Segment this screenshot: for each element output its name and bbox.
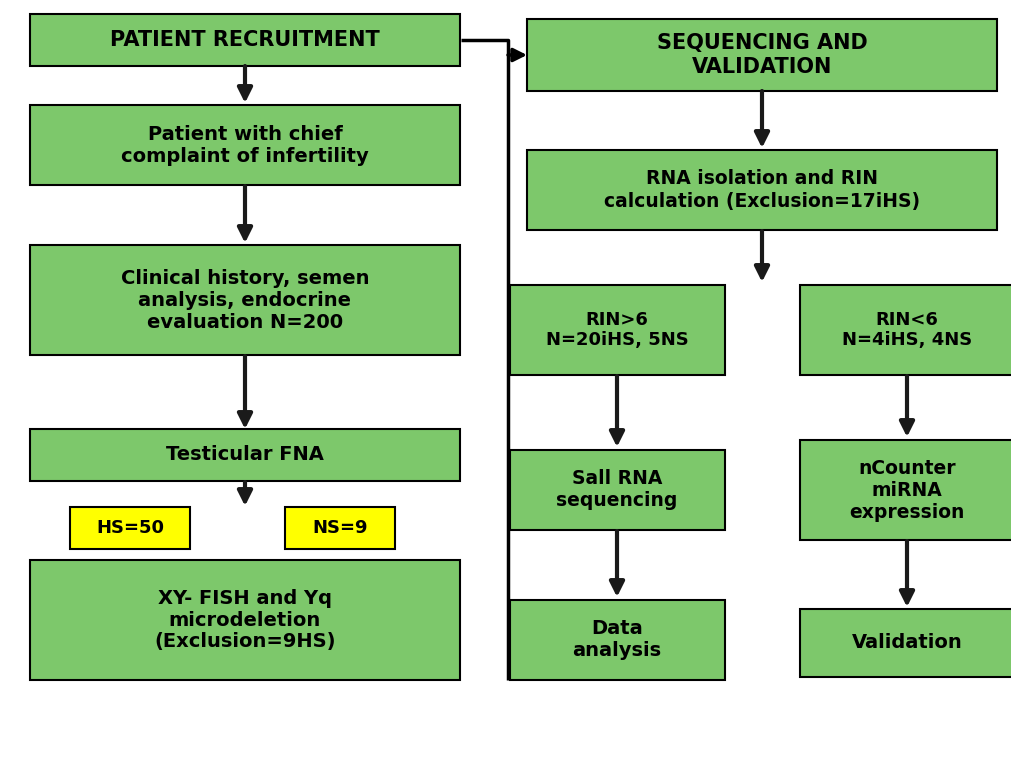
Text: PATIENT RECRUITMENT: PATIENT RECRUITMENT xyxy=(110,30,380,50)
Text: Clinical history, semen
analysis, endocrine
evaluation N=200: Clinical history, semen analysis, endocr… xyxy=(120,269,369,331)
Text: Data
analysis: Data analysis xyxy=(572,620,661,661)
FancyBboxPatch shape xyxy=(30,245,460,355)
FancyBboxPatch shape xyxy=(800,609,1011,677)
FancyBboxPatch shape xyxy=(285,507,395,549)
Text: Validation: Validation xyxy=(851,633,962,652)
FancyBboxPatch shape xyxy=(510,285,725,375)
FancyBboxPatch shape xyxy=(800,440,1011,540)
FancyBboxPatch shape xyxy=(510,600,725,680)
Text: Patient with chief
complaint of infertility: Patient with chief complaint of infertil… xyxy=(121,124,369,166)
FancyBboxPatch shape xyxy=(30,560,460,680)
FancyBboxPatch shape xyxy=(527,150,997,230)
Text: nCounter
miRNA
expression: nCounter miRNA expression xyxy=(849,459,964,521)
Text: Sall RNA
sequencing: Sall RNA sequencing xyxy=(556,469,677,510)
Text: NS=9: NS=9 xyxy=(312,519,368,537)
Text: RIN>6
N=20iHS, 5NS: RIN>6 N=20iHS, 5NS xyxy=(546,311,688,349)
FancyBboxPatch shape xyxy=(70,507,190,549)
FancyBboxPatch shape xyxy=(527,19,997,91)
FancyBboxPatch shape xyxy=(30,105,460,185)
Text: SEQUENCING AND
VALIDATION: SEQUENCING AND VALIDATION xyxy=(656,34,867,76)
Text: HS=50: HS=50 xyxy=(96,519,164,537)
Text: RNA isolation and RIN
calculation (Exclusion=17iHS): RNA isolation and RIN calculation (Exclu… xyxy=(604,169,920,211)
FancyBboxPatch shape xyxy=(510,450,725,530)
FancyBboxPatch shape xyxy=(30,14,460,66)
FancyBboxPatch shape xyxy=(800,285,1011,375)
Text: RIN<6
N=4iHS, 4NS: RIN<6 N=4iHS, 4NS xyxy=(842,311,973,349)
Text: XY- FISH and Yq
microdeletion
(Exclusion=9HS): XY- FISH and Yq microdeletion (Exclusion… xyxy=(155,588,336,652)
Text: Testicular FNA: Testicular FNA xyxy=(166,446,324,465)
FancyBboxPatch shape xyxy=(30,429,460,481)
